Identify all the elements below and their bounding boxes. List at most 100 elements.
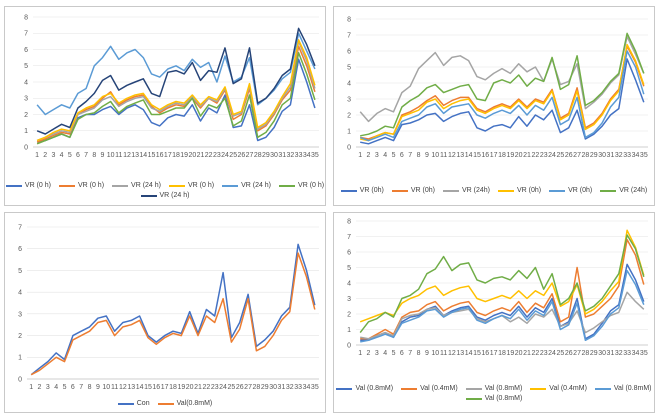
y-tick-label: 6 (18, 246, 22, 253)
x-tick-label: 13 (456, 152, 464, 159)
x-tick-label: 20 (515, 350, 523, 357)
x-tick-label: 34 (303, 384, 311, 391)
x-tick-label: 22 (531, 152, 539, 159)
chart-panel-bottom-left: 0 1 2 3 4 5 6 7 1 2 3 4 5 6 7 8 9 10 11 12 13 14 15 16 17 18 19 20 2… (4, 212, 326, 413)
x-tick-label: 24 (548, 152, 556, 159)
x-tick-label: 18 (172, 152, 180, 159)
y-tick-label: 5 (347, 265, 351, 272)
legend-label: VR (0 h) (77, 182, 105, 189)
x-tick-label: 24 (548, 350, 556, 357)
x-tick-label: 27 (573, 152, 581, 159)
legend-label: VR (0h) (359, 187, 384, 194)
x-tick-label: 18 (498, 350, 506, 357)
x-tick-label: 30 (598, 350, 606, 357)
x-tick-label: 6 (76, 152, 80, 159)
x-tick-label: 1 (358, 350, 362, 357)
x-tick-label: 18 (498, 152, 506, 159)
x-tick-label: 12 (123, 152, 131, 159)
x-tick-label: 13 (456, 350, 464, 357)
legend-label: Con (136, 400, 150, 407)
x-tick-label: 11 (111, 384, 118, 391)
legend-swatch (549, 189, 566, 192)
legend-top-right: VR (0h) VR (0h) VR (24h) VR (0h) VR (0h) VR (… (334, 186, 654, 195)
x-tick-label: 2 (43, 152, 47, 159)
x-tick-label: 14 (465, 152, 473, 159)
x-tick-label: 3 (51, 152, 55, 159)
x-tick-label: 28 (254, 152, 262, 159)
legend-label: VR (0h) (410, 187, 435, 194)
x-tick-label: 7 (408, 152, 412, 159)
legend-item-1: Con (117, 399, 150, 408)
series-line-4 (36, 39, 316, 142)
x-tick-label: 1 (358, 152, 362, 159)
x-tick-label: 24 (221, 152, 229, 159)
legend-bottom-right: Val (0.8mM) Val (0.4mM) Val (0.8mM) Val (0.… (334, 384, 654, 403)
series-line-1 (30, 243, 316, 376)
x-tick-label: 10 (107, 152, 115, 159)
series-line-5 (359, 50, 645, 142)
y-tick-label: 7 (24, 31, 28, 38)
y-tick-label: 1 (347, 327, 351, 334)
x-tick-label: 20 (515, 152, 523, 159)
legend-label: Val (0.8mM) (484, 395, 523, 402)
chart-panel-bottom-right: 0 1 2 3 4 5 6 7 8 1 2 3 4 5 6 7 8 9 10 11 12 13 14 15 16 17 18 19 20… (333, 212, 655, 413)
legend-swatch (498, 189, 514, 192)
y-tick-label: 3 (347, 296, 351, 303)
x-tick-label: 16 (152, 384, 160, 391)
legend-item-4: VR (0h) (498, 186, 541, 195)
x-tick-label: 19 (506, 350, 514, 357)
x-tick-label: 1 (35, 152, 39, 159)
x-tick-label: 34 (632, 350, 640, 357)
x-tick-label: 23 (540, 350, 548, 357)
y-tick-label: 5 (18, 268, 22, 275)
x-tick-label: 15 (473, 350, 481, 357)
x-tick-label: 12 (119, 384, 127, 391)
legend-label: Val (0.8mM) (484, 385, 523, 392)
x-tick-label: 10 (431, 152, 439, 159)
legend-label: VR (24 h) (159, 192, 190, 199)
series-line-2 (360, 45, 645, 140)
legend-swatch (140, 194, 157, 197)
legend-item-2: Val(0.8mM) (157, 399, 212, 408)
x-tick-label: 22 (202, 384, 210, 391)
y-tick-label: 1 (347, 128, 351, 135)
legend-item-3: VR (24 h) (112, 181, 161, 190)
legend-swatch (58, 184, 75, 187)
x-tick-label: 15 (144, 384, 152, 391)
x-tick-label: 3 (375, 350, 379, 357)
x-tick-label: 30 (270, 152, 278, 159)
chart-panel-top-left: 0 1 2 3 4 5 6 7 8 1 2 3 4 5 6 7 8 9 10 11 12 13 14 15 16 17 18 19 20… (4, 6, 326, 206)
series-line-6 (360, 32, 645, 137)
y-tick-label: 1 (24, 128, 28, 135)
x-tick-label: 9 (425, 350, 429, 357)
x-tick-label: 14 (139, 152, 147, 159)
x-tick-label: 9 (425, 152, 429, 159)
y-tick-label: 4 (347, 280, 351, 287)
x-tick-label: 33 (623, 350, 631, 357)
legend-swatch (169, 184, 185, 187)
x-tick-label: 9 (96, 384, 100, 391)
series-line-6 (36, 52, 316, 145)
x-tick-label: 31 (607, 350, 615, 357)
legend-item-2: VR (0 h) (58, 181, 105, 190)
x-tick-label: 5 (68, 152, 72, 159)
x-tick-label: 23 (213, 152, 221, 159)
x-tick-label: 30 (598, 152, 606, 159)
x-tick-label: 35 (311, 152, 319, 159)
x-tick-label: 10 (431, 350, 439, 357)
y-tick-label: 8 (347, 16, 351, 23)
x-tick-label: 34 (303, 152, 311, 159)
x-tick-label: 12 (448, 350, 456, 357)
series-line-3 (36, 40, 316, 142)
x-tick-label: 19 (506, 152, 514, 159)
x-tick-label: 6 (400, 152, 404, 159)
x-tick-label: 8 (417, 152, 421, 159)
x-tick-label: 13 (127, 384, 135, 391)
series-line-1 (360, 263, 645, 342)
x-tick-label: 32 (615, 350, 623, 357)
x-tick-label: 17 (490, 350, 498, 357)
x-tick-label: 16 (156, 152, 164, 159)
legend-item-6: Val (0.8mM) (465, 394, 523, 403)
